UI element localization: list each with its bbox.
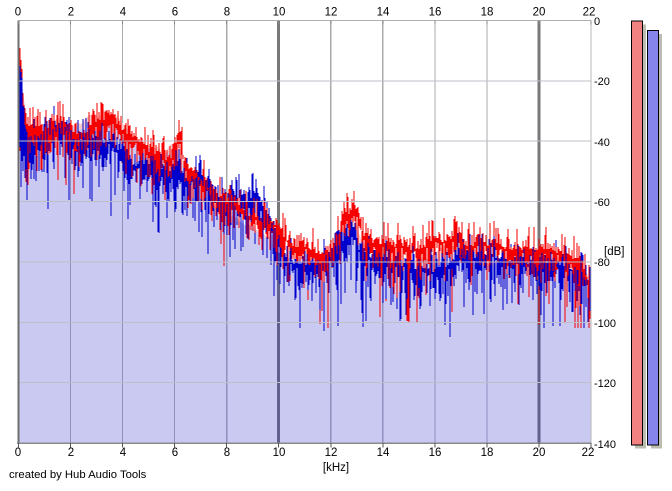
svg-text:20: 20 <box>533 7 546 19</box>
svg-text:[kHz]: [kHz] <box>323 462 349 474</box>
svg-text:8: 8 <box>224 447 230 459</box>
svg-text:-80: -80 <box>594 257 610 269</box>
svg-text:4: 4 <box>120 7 127 19</box>
svg-text:14: 14 <box>377 7 390 19</box>
svg-text:created by Hub Audio Tools: created by Hub Audio Tools <box>9 469 147 481</box>
svg-text:-40: -40 <box>594 137 610 149</box>
svg-text:-60: -60 <box>594 197 610 209</box>
svg-text:22: 22 <box>583 7 596 19</box>
svg-text:0: 0 <box>15 447 21 459</box>
svg-text:10: 10 <box>273 447 286 459</box>
svg-text:8: 8 <box>224 7 230 19</box>
svg-text:10: 10 <box>273 7 286 19</box>
svg-text:4: 4 <box>120 447 127 459</box>
svg-text:22: 22 <box>582 447 595 459</box>
svg-text:18: 18 <box>481 7 494 19</box>
svg-text:0: 0 <box>15 7 21 19</box>
svg-text:6: 6 <box>172 447 178 459</box>
svg-text:-20: -20 <box>594 76 610 88</box>
svg-text:16: 16 <box>429 7 442 19</box>
svg-text:2: 2 <box>68 447 74 459</box>
svg-text:12: 12 <box>325 447 338 459</box>
svg-text:-100: -100 <box>594 318 616 330</box>
svg-text:16: 16 <box>429 447 442 459</box>
svg-text:18: 18 <box>481 447 494 459</box>
svg-text:2: 2 <box>68 7 74 19</box>
svg-text:-120: -120 <box>594 378 616 390</box>
svg-text:6: 6 <box>172 7 178 19</box>
svg-text:12: 12 <box>325 7 338 19</box>
svg-text:0: 0 <box>594 16 600 28</box>
svg-text:[dB]: [dB] <box>604 246 624 258</box>
svg-text:14: 14 <box>377 447 390 459</box>
svg-text:20: 20 <box>533 447 546 459</box>
svg-text:-140: -140 <box>594 439 616 451</box>
